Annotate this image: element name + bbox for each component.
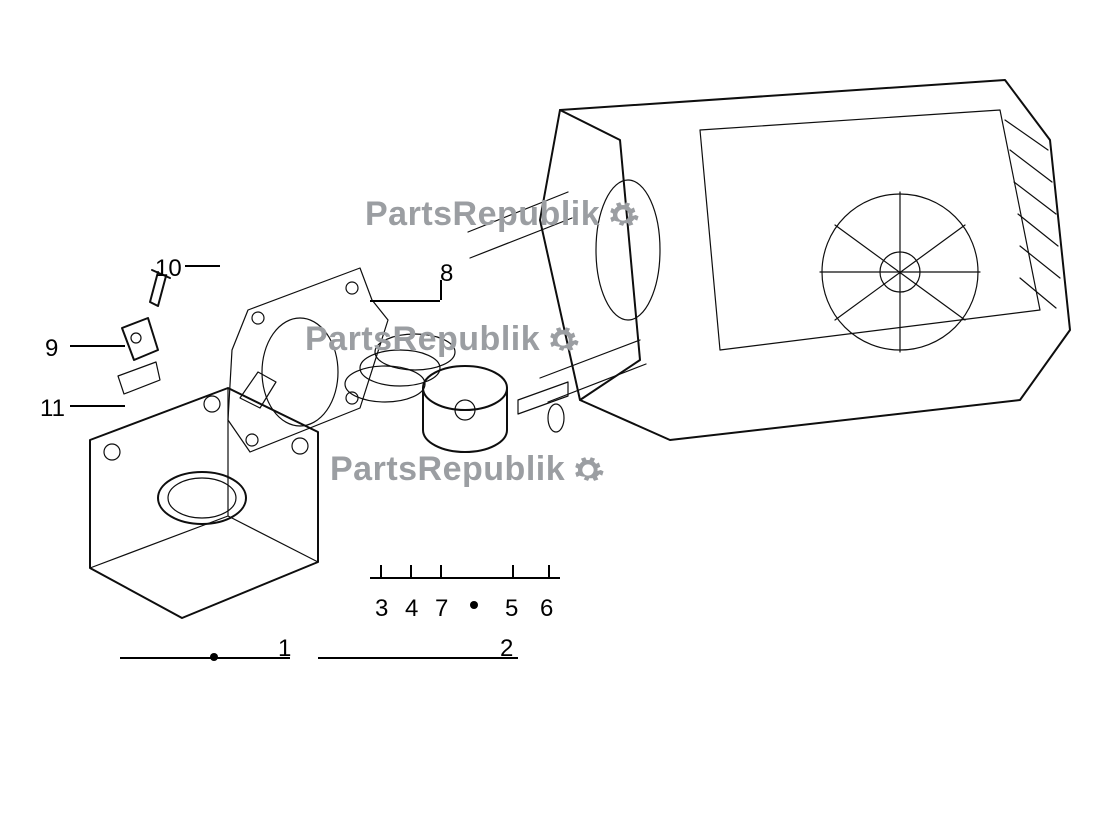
leader-8h xyxy=(370,300,440,302)
leader-8v xyxy=(440,280,442,300)
watermark-1: PartsRepublik xyxy=(365,195,640,234)
watermark-3: PartsRepublik xyxy=(330,450,605,489)
leader-11 xyxy=(70,405,125,407)
leader-10 xyxy=(185,265,220,267)
ruler-tick xyxy=(440,565,442,577)
watermark-text: PartsRepublik xyxy=(365,195,600,234)
leader-9 xyxy=(70,345,125,347)
bullet-dot xyxy=(470,601,478,609)
callout-8: 8 xyxy=(440,260,453,288)
callout-4: 4 xyxy=(405,595,418,623)
watermark-text: PartsRepublik xyxy=(330,450,565,489)
callout-6: 6 xyxy=(540,595,553,623)
gear-icon xyxy=(606,198,640,232)
gear-icon xyxy=(571,453,605,487)
callout-7: 7 xyxy=(435,595,448,623)
watermark-text: PartsRepublik xyxy=(305,320,540,359)
gear-icon xyxy=(546,323,580,357)
leader-2 xyxy=(318,657,518,659)
callout-9: 9 xyxy=(45,335,58,363)
ruler-tick xyxy=(410,565,412,577)
callout-10: 10 xyxy=(155,255,182,283)
parts-drawing xyxy=(0,0,1100,825)
ruler-tick xyxy=(548,565,550,577)
diagram-stage: PartsRepublik PartsRepublik PartsRepubli… xyxy=(0,0,1100,825)
watermark-2: PartsRepublik xyxy=(305,320,580,359)
callout-5: 5 xyxy=(505,595,518,623)
ruler-tick xyxy=(512,565,514,577)
ruler-bar xyxy=(370,577,560,579)
callout-3: 3 xyxy=(375,595,388,623)
leader-1 xyxy=(120,657,290,659)
callout-11: 11 xyxy=(40,395,65,423)
ruler-tick xyxy=(380,565,382,577)
